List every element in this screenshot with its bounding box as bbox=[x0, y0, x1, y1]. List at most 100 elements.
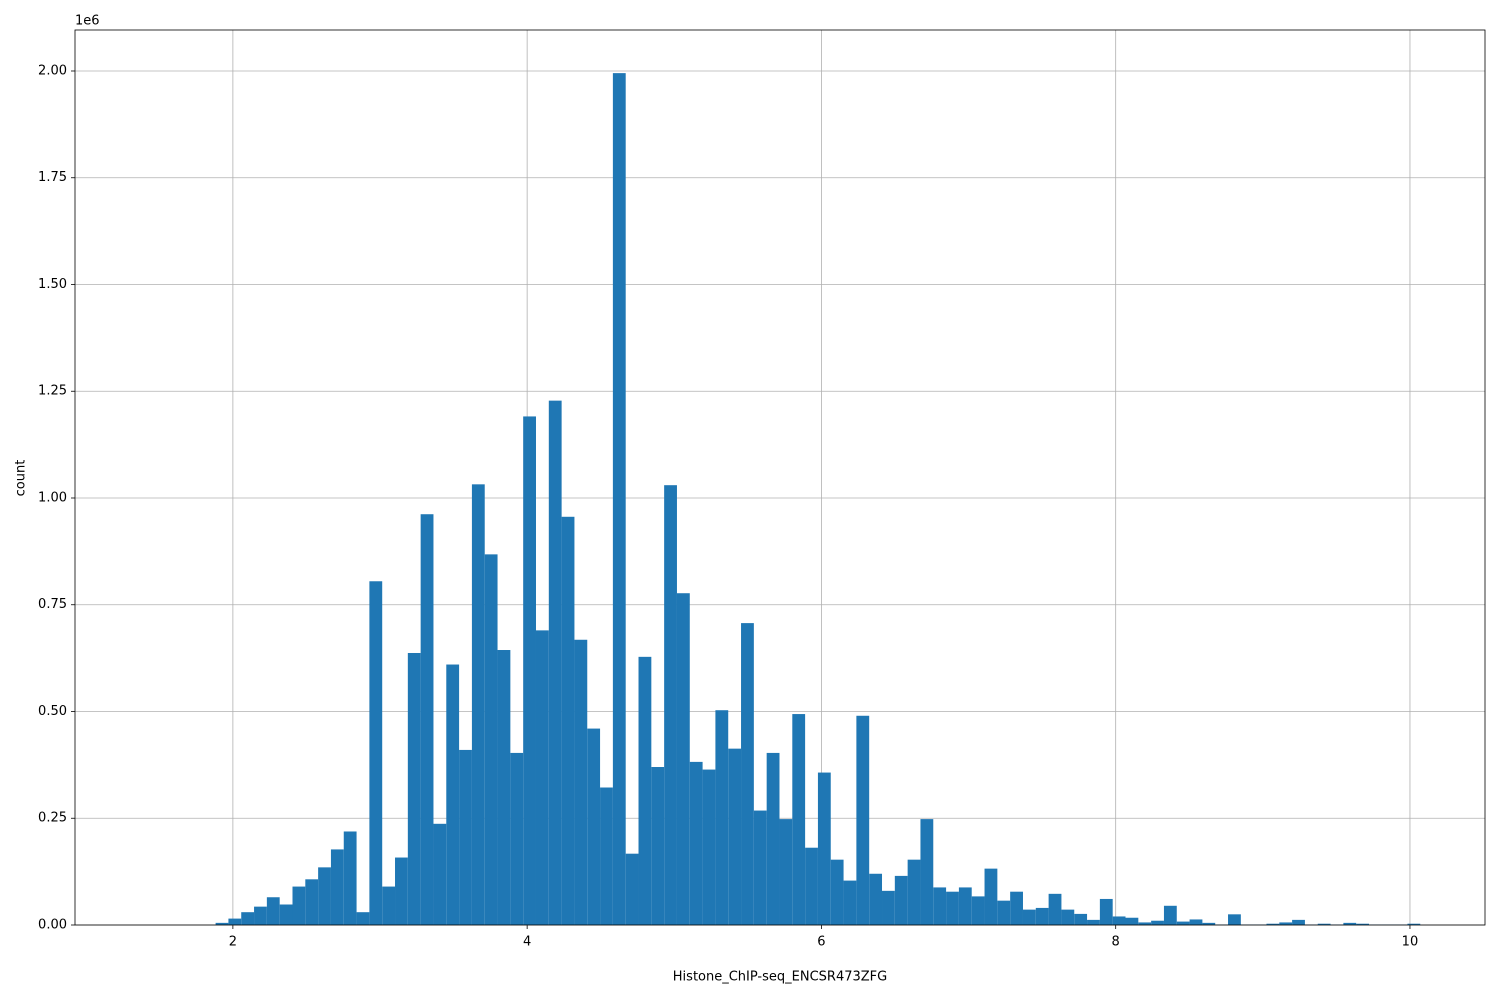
x-tick-label: 8 bbox=[1112, 935, 1120, 950]
bar bbox=[395, 857, 408, 925]
y-tick-label: 0.75 bbox=[38, 597, 67, 612]
bar bbox=[1189, 919, 1203, 925]
bar bbox=[215, 922, 229, 925]
bar bbox=[971, 896, 985, 925]
x-tick-label: 10 bbox=[1402, 935, 1419, 950]
bar bbox=[523, 416, 536, 925]
bar bbox=[1099, 898, 1113, 925]
bar bbox=[1035, 907, 1049, 925]
bar bbox=[1061, 909, 1075, 925]
x-tick-label: 4 bbox=[523, 935, 531, 950]
y-tick-label: 0.00 bbox=[38, 918, 67, 933]
bar bbox=[1112, 916, 1126, 925]
bar bbox=[369, 581, 383, 925]
bar bbox=[984, 868, 998, 925]
y-tick-label: 0.25 bbox=[38, 811, 67, 826]
bar bbox=[997, 900, 1011, 925]
bar bbox=[510, 752, 524, 925]
y-tick-label: 1.00 bbox=[38, 490, 67, 505]
bar bbox=[907, 859, 921, 925]
bar bbox=[664, 485, 677, 925]
y-tick-label: 1.75 bbox=[38, 170, 67, 185]
y-tick-label: 1.25 bbox=[38, 384, 67, 399]
bar bbox=[471, 484, 485, 925]
bar bbox=[946, 891, 959, 925]
bar bbox=[625, 853, 639, 925]
bar bbox=[266, 897, 280, 925]
bar bbox=[343, 831, 357, 925]
bar bbox=[702, 769, 716, 925]
bar bbox=[1048, 893, 1062, 925]
bar bbox=[587, 728, 601, 925]
bar bbox=[676, 593, 690, 925]
bar bbox=[292, 886, 306, 925]
y-tick-label: 1.50 bbox=[38, 277, 67, 292]
bar bbox=[920, 819, 934, 925]
bar bbox=[753, 810, 767, 925]
bar bbox=[728, 748, 742, 925]
bar bbox=[1087, 919, 1100, 925]
bar bbox=[446, 664, 460, 925]
bar bbox=[407, 652, 421, 925]
bar bbox=[843, 880, 857, 925]
bar bbox=[689, 761, 703, 925]
bar bbox=[651, 767, 665, 925]
bar bbox=[882, 890, 895, 925]
bar bbox=[1317, 923, 1331, 925]
bar bbox=[638, 656, 652, 925]
bar bbox=[228, 918, 242, 925]
bar bbox=[1176, 921, 1190, 925]
bar bbox=[305, 879, 319, 925]
bar bbox=[433, 823, 447, 925]
bar bbox=[612, 73, 626, 926]
bar bbox=[600, 787, 613, 925]
bar bbox=[241, 912, 255, 925]
bar bbox=[382, 886, 396, 925]
bar bbox=[318, 867, 331, 925]
bar bbox=[766, 752, 780, 925]
bar bbox=[869, 873, 883, 925]
bar bbox=[497, 650, 511, 925]
plot-frame bbox=[74, 29, 1486, 926]
bar bbox=[574, 639, 588, 925]
x-tick-label: 6 bbox=[817, 935, 825, 950]
bar bbox=[1356, 923, 1369, 925]
y-tick-label: 0.50 bbox=[38, 704, 67, 719]
y-tick-label: 2.00 bbox=[38, 63, 67, 78]
bar bbox=[330, 849, 344, 925]
bar bbox=[1138, 922, 1152, 925]
bar bbox=[1343, 922, 1357, 925]
y-axis-label: count bbox=[14, 460, 29, 497]
y-offset-label: 1e6 bbox=[75, 14, 100, 29]
bar bbox=[933, 887, 947, 925]
bar bbox=[792, 714, 806, 925]
bar bbox=[817, 772, 831, 925]
x-tick-label: 2 bbox=[229, 935, 237, 950]
bar bbox=[1279, 922, 1293, 925]
bar bbox=[894, 875, 908, 925]
bar bbox=[420, 514, 434, 925]
bar bbox=[715, 710, 729, 925]
bar bbox=[805, 847, 818, 925]
bar bbox=[535, 630, 549, 925]
bar bbox=[548, 400, 562, 926]
bar bbox=[1266, 923, 1280, 925]
bar bbox=[1022, 909, 1036, 925]
bar bbox=[484, 554, 498, 925]
bar bbox=[356, 912, 370, 925]
bar bbox=[1163, 905, 1177, 925]
bar bbox=[459, 749, 472, 925]
bar bbox=[1125, 917, 1139, 925]
bar bbox=[254, 906, 267, 925]
bar bbox=[1407, 923, 1421, 925]
bar bbox=[830, 859, 844, 925]
bar bbox=[1228, 914, 1241, 925]
bar bbox=[856, 715, 870, 925]
bar bbox=[958, 887, 972, 925]
bar bbox=[1202, 922, 1216, 925]
bar bbox=[1074, 913, 1088, 925]
bar bbox=[779, 819, 793, 925]
bar bbox=[1010, 891, 1023, 925]
bar bbox=[279, 904, 293, 925]
